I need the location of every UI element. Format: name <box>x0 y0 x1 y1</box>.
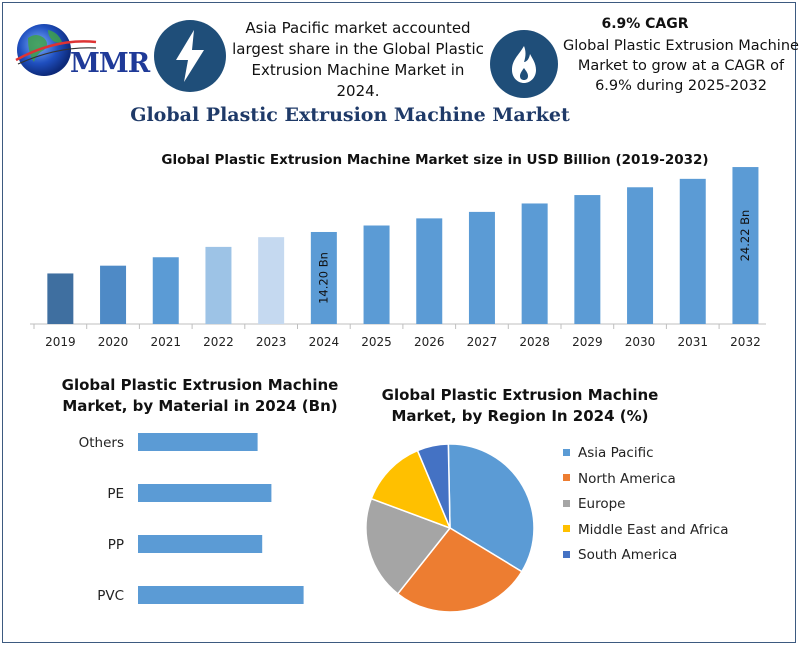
pie-slice-middle-east-and-africa <box>370 449 452 530</box>
x-tick-label: 2028 <box>519 335 550 349</box>
material-label: PE <box>107 486 124 502</box>
legend-swatch <box>563 550 570 558</box>
pie-slice-south-america <box>416 443 451 529</box>
data-label-2024: 14.20 Bn <box>316 252 330 304</box>
data-label-2032: 24.22 Bn <box>738 210 752 262</box>
bar-2024 <box>310 231 337 324</box>
flame-badge <box>490 30 558 98</box>
legend-item: South America <box>563 547 677 563</box>
x-tick-label: 2030 <box>625 335 656 349</box>
x-tick-label: 2029 <box>572 335 603 349</box>
globe-icon <box>15 24 97 76</box>
x-tick-label: 2025 <box>361 335 392 349</box>
x-tick-label: 2019 <box>45 335 76 349</box>
material-label: Others <box>79 435 124 451</box>
legend-swatch <box>563 448 570 456</box>
cagr-title: 6.9% CAGR <box>601 16 689 32</box>
material-bar-PVC <box>138 586 304 604</box>
legend-label: Asia Pacific <box>578 445 654 461</box>
bar-2030 <box>627 187 654 324</box>
x-tick-label: 2027 <box>467 335 498 349</box>
x-tick-label: 2032 <box>730 335 761 349</box>
bar-2020 <box>100 265 127 324</box>
legend-item: Europe <box>563 496 625 512</box>
region-chart-title: Global Plastic Extrusion Machine Market,… <box>381 386 659 425</box>
fact-asia-pacific: Asia Pacific market accounted largest sh… <box>232 19 484 100</box>
legend-item: North America <box>563 471 676 487</box>
region-pie-chart <box>365 443 535 613</box>
legend-label: Europe <box>578 496 626 512</box>
legend-swatch <box>563 525 570 532</box>
logo-text: MMR <box>70 48 150 79</box>
material-chart-title: Global Plastic Extrusion Machine Market,… <box>61 376 339 415</box>
material-label: PP <box>108 537 124 553</box>
x-tick-label: 2021 <box>150 335 181 349</box>
bar-2025 <box>363 225 390 324</box>
pie-slice-europe <box>365 497 452 595</box>
fact-cagr: Global Plastic Extrusion Machine Market … <box>563 38 799 94</box>
x-tick-label: 2022 <box>203 335 234 349</box>
legend-swatch <box>563 474 570 481</box>
material-bar-PE <box>138 484 272 502</box>
bar-2027 <box>468 211 495 324</box>
legend-label: North America <box>578 470 676 487</box>
lightning-icon <box>176 30 204 82</box>
bar-2029 <box>574 195 601 324</box>
bar-2026 <box>416 218 443 324</box>
legend-swatch <box>563 499 570 507</box>
market-size-bar-chart: 2019 2020 2021 2022 2023 2024 2025 2026 2027 2028… <box>30 167 766 349</box>
x-tick-label: 2020 <box>98 335 129 349</box>
pie-slice-north-america <box>396 527 523 613</box>
bar-2019 <box>47 273 74 324</box>
mmr-logo: MMR <box>14 20 150 82</box>
x-tick-label: 2031 <box>677 335 708 349</box>
x-tick-label: 2026 <box>414 335 445 349</box>
material-bar-PP <box>138 535 263 553</box>
bar-2021 <box>152 257 179 324</box>
bar-chart-title: Global Plastic Extrusion Machine Market … <box>161 152 709 168</box>
material-label: PVC <box>97 588 124 604</box>
x-tick-label: 2023 <box>256 335 287 349</box>
bar-2028 <box>521 203 548 324</box>
main-title: Global Plastic Extrusion Machine Market <box>130 104 570 126</box>
legend-item: Middle East and Africa <box>563 522 729 538</box>
flame-icon <box>512 46 536 83</box>
legend-item: Asia Pacific <box>563 445 654 461</box>
lightning-badge <box>154 20 226 92</box>
material-bar-chart: Others PE PP PVC <box>79 433 304 604</box>
legend-label: South America <box>578 547 678 563</box>
bar-2032 <box>732 167 759 324</box>
legend-label: Middle East and Africa <box>578 521 729 538</box>
x-tick-label: 2024 <box>309 335 340 349</box>
bar-2022 <box>205 246 232 324</box>
bar-2031 <box>679 178 706 324</box>
bar-2023 <box>258 237 285 324</box>
material-bar-Others <box>138 433 258 451</box>
